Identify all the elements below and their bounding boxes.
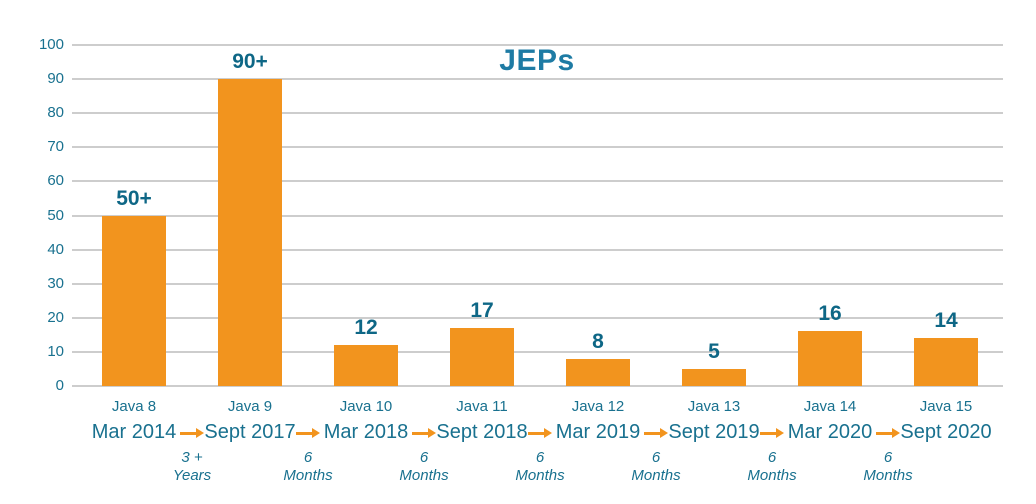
x-axis-version-label: Java 11 bbox=[456, 398, 508, 415]
x-axis-version-label: Java 15 bbox=[919, 398, 973, 415]
interval-unit: Years bbox=[172, 467, 212, 484]
y-axis-tick-label: 90 bbox=[47, 70, 64, 88]
y-axis-tick-label: 20 bbox=[47, 308, 64, 326]
interval-label: 6 Months bbox=[369, 449, 479, 485]
interval-label: 6 Months bbox=[717, 449, 827, 485]
y-axis-tick-label: 80 bbox=[47, 104, 64, 122]
x-axis-version-label: Java 13 bbox=[687, 398, 741, 415]
bar-value-label: 8 bbox=[592, 329, 604, 353]
interval-value: 6 bbox=[419, 449, 429, 466]
bar-value-label: 5 bbox=[708, 339, 720, 363]
bar-value-label: 16 bbox=[818, 302, 842, 326]
interval-unit: Months bbox=[399, 467, 449, 484]
interval-value: 6 bbox=[767, 449, 777, 466]
gridline bbox=[72, 44, 1003, 46]
gridline bbox=[72, 112, 1003, 115]
arrow-right-icon bbox=[296, 428, 320, 437]
x-axis-version-label: Java 9 bbox=[227, 398, 273, 415]
y-axis-tick-label: 10 bbox=[47, 342, 64, 360]
x-axis-date-label: Mar 2019 bbox=[555, 421, 641, 443]
x-axis-version-label: Java 14 bbox=[803, 398, 857, 415]
interval-label: 6 Months bbox=[485, 449, 595, 485]
bar-value-label: 12 bbox=[354, 316, 378, 340]
interval-value: 6 bbox=[535, 449, 545, 466]
x-axis-date-label: Mar 2018 bbox=[323, 421, 409, 443]
interval-unit: Months bbox=[863, 467, 913, 484]
interval-value: 6 bbox=[303, 449, 313, 466]
bar bbox=[798, 331, 862, 386]
interval-value: 3 + bbox=[181, 449, 203, 466]
interval-label: 6 Months bbox=[601, 449, 711, 485]
bar bbox=[682, 368, 746, 386]
bar bbox=[566, 358, 630, 386]
bar bbox=[102, 215, 166, 386]
arrow-right-icon bbox=[876, 428, 900, 437]
interval-label: 3 + Years bbox=[137, 449, 247, 485]
x-axis-date-label: Sept 2019 bbox=[668, 421, 760, 443]
bar bbox=[914, 338, 978, 386]
interval-unit: Months bbox=[283, 467, 333, 484]
bar bbox=[334, 345, 398, 386]
x-axis-date-label: Sept 2017 bbox=[204, 421, 296, 443]
interval-label: 6 Months bbox=[833, 449, 943, 485]
y-axis-tick-label: 60 bbox=[47, 172, 64, 190]
y-axis-tick-label: 50 bbox=[47, 206, 64, 224]
gridline bbox=[72, 214, 1003, 217]
y-axis-tick-label: 100 bbox=[38, 36, 64, 53]
y-axis-tick-label: 30 bbox=[47, 274, 64, 292]
bar-value-label: 17 bbox=[470, 299, 494, 323]
arrow-right-icon bbox=[180, 428, 204, 437]
chart-title: JEPs bbox=[499, 44, 575, 77]
gridline bbox=[72, 350, 1003, 353]
arrow-right-icon bbox=[760, 428, 784, 437]
gridline bbox=[72, 78, 1003, 81]
y-axis-tick-label: 70 bbox=[47, 138, 64, 156]
interval-unit: Months bbox=[747, 467, 797, 484]
arrow-right-icon bbox=[528, 428, 552, 437]
interval-value: 6 bbox=[883, 449, 893, 466]
x-axis-date-label: Mar 2020 bbox=[787, 421, 873, 443]
gridline bbox=[72, 282, 1003, 285]
interval-value: 6 bbox=[651, 449, 661, 466]
gridline bbox=[72, 180, 1003, 183]
y-axis-tick-label: 40 bbox=[47, 240, 64, 258]
bar bbox=[218, 79, 282, 386]
bar-value-label: 14 bbox=[934, 309, 958, 333]
interval-unit: Months bbox=[631, 467, 681, 484]
interval-unit: Months bbox=[515, 467, 565, 484]
gridline bbox=[72, 385, 1003, 387]
x-axis-date-label: Mar 2014 bbox=[91, 421, 177, 443]
gridline bbox=[72, 248, 1003, 251]
x-axis-version-label: Java 12 bbox=[571, 398, 625, 415]
gridline bbox=[72, 316, 1003, 319]
x-axis-version-label: Java 8 bbox=[111, 398, 157, 415]
x-axis-version-label: Java 10 bbox=[339, 398, 393, 415]
arrow-right-icon bbox=[644, 428, 668, 437]
bar-value-label: 50+ bbox=[116, 186, 152, 210]
x-axis-date-label: Sept 2018 bbox=[436, 421, 528, 443]
bar-value-label: 90+ bbox=[232, 50, 268, 74]
y-axis-tick-label: 0 bbox=[55, 377, 64, 394]
arrow-right-icon bbox=[412, 428, 436, 437]
gridline bbox=[72, 146, 1003, 149]
bar bbox=[450, 328, 514, 386]
interval-label: 6 Months bbox=[253, 449, 363, 485]
x-axis-date-label: Sept 2020 bbox=[900, 421, 992, 443]
